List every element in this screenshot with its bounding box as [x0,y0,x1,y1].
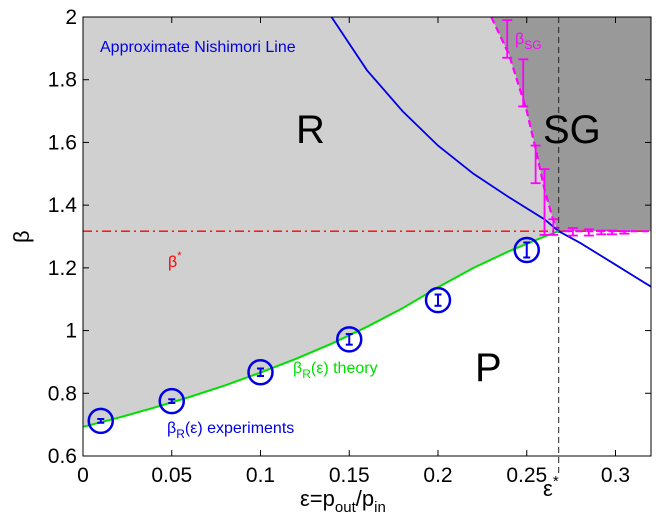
experiment-point [336,326,363,353]
nishimori-label: Approximate Nishimori Line [100,39,296,56]
y-tick-label: 2 [65,6,77,29]
sg-errorbar [606,229,617,236]
sg-errorbar [518,58,529,108]
plot-frame [82,16,652,457]
y-axis-ticks: 0.6 0.8 1 1.2 1.4 1.6 1.8 2 [48,6,651,468]
region-sg-fill [491,17,651,232]
sg-errorbar [567,227,578,237]
x-tick-label: 0 [77,464,89,487]
y-tick-label: 1.8 [48,69,77,92]
beta-r-theory-curve [82,230,560,428]
beta-sg-label: βSG [515,31,542,52]
y-tick-label: 1.2 [48,257,77,280]
x-tick-label: 0.1 [246,464,275,487]
experiment-point [158,387,185,415]
x-tick-label: 0.15 [329,464,370,487]
beta-sg-errorbars [502,19,630,237]
y-tick-label: 0.8 [48,382,77,405]
sg-errorbar [502,19,513,59]
x-axis-label: ε=pout/pin [300,486,386,516]
sg-errorbar [530,144,541,185]
y-tick-label: 1.6 [48,131,77,154]
experiments-label: βR(ε) experiments [167,420,294,441]
experiment-point [513,236,540,264]
y-tick-label: 1.4 [48,194,78,217]
x-tick-label: 0.25 [506,464,547,487]
region-p-label: P [475,346,502,390]
sg-errorbar [619,230,630,235]
epsilon-star-label: ε* [543,473,559,501]
beta-star-label: β* [168,250,182,271]
experiment-point [87,407,114,435]
x-tick-label: 0.3 [601,464,630,487]
sg-errorbar [548,218,559,236]
x-tick-label: 0.2 [423,464,452,487]
y-tick-label: 1 [65,320,77,343]
x-tick-label: 0.05 [151,464,192,487]
theory-label: βR(ε) theory [293,360,378,381]
y-tick-label: 0.6 [48,445,77,468]
region-sg-label: SG [543,108,601,152]
experiment-point [247,359,274,386]
nishimori-line [330,16,652,288]
region-r-fill [83,17,651,427]
y-axis-label: β [9,230,34,243]
sg-errorbar [583,228,594,237]
experiment-markers [87,236,540,435]
experiment-point [424,286,452,314]
x-axis-ticks: 0 0.05 0.1 0.15 0.2 0.25 0.3 [77,17,630,487]
sg-errorbar [596,229,607,236]
sg-errorbar [539,168,550,236]
region-r-label: R [296,108,325,152]
